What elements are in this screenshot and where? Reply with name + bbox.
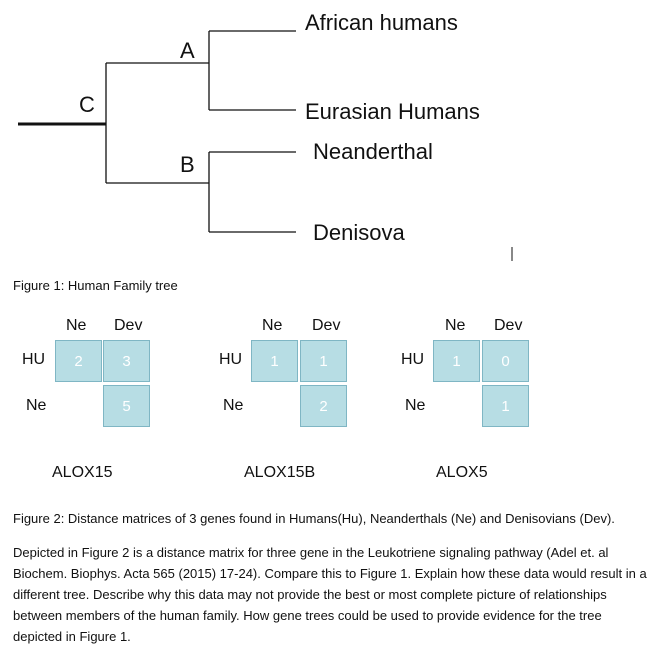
- cell-hu-dev: 3: [103, 340, 150, 382]
- row-header-hu: HU: [401, 351, 425, 368]
- col-header-ne: Ne: [445, 317, 466, 334]
- row-header-hu: HU: [219, 351, 243, 368]
- col-header-dev: Dev: [114, 317, 143, 334]
- cell-hu-ne: 2: [55, 340, 102, 382]
- leaf-label-african: African humans: [305, 10, 458, 35]
- row-header-ne: Ne: [223, 397, 244, 414]
- question-paragraph: Depicted in Figure 2 is a distance matri…: [13, 542, 653, 647]
- col-header-dev: Dev: [494, 317, 523, 334]
- node-label-c: C: [79, 92, 95, 117]
- cell-ne-dev: 1: [482, 385, 529, 427]
- figure2-caption: Figure 2: Distance matrices of 3 genes f…: [13, 511, 615, 526]
- row-header-ne: Ne: [26, 397, 47, 414]
- gene-name: ALOX5: [436, 464, 488, 481]
- gene-name: ALOX15B: [244, 464, 316, 481]
- col-header-ne: Ne: [262, 317, 283, 334]
- cell-hu-dev: 1: [300, 340, 347, 382]
- question-text: Depicted in Figure 2 is a distance matri…: [13, 545, 647, 644]
- col-header-ne: Ne: [66, 317, 87, 334]
- cell-ne-dev: 5: [103, 385, 150, 427]
- col-header-dev: Dev: [312, 317, 341, 334]
- row-header-hu: HU: [22, 351, 46, 368]
- node-label-a: A: [180, 38, 195, 63]
- gene-name: ALOX15: [52, 464, 113, 481]
- node-label-b: B: [180, 152, 195, 177]
- row-header-ne: Ne: [405, 397, 426, 414]
- leaf-label-neanderthal: Neanderthal: [313, 139, 433, 164]
- cell-hu-dev: 0: [482, 340, 529, 382]
- leaf-label-eurasian: Eurasian Humans: [305, 99, 480, 124]
- figure1-caption: Figure 1: Human Family tree: [13, 278, 178, 293]
- phylogenetic-tree: A C B African humans Eurasian Humans Nea…: [18, 10, 513, 261]
- cell-hu-ne: 1: [251, 340, 298, 382]
- cell-hu-ne: 1: [433, 340, 480, 382]
- cell-ne-dev: 2: [300, 385, 347, 427]
- leaf-label-denisova: Denisova: [313, 220, 405, 245]
